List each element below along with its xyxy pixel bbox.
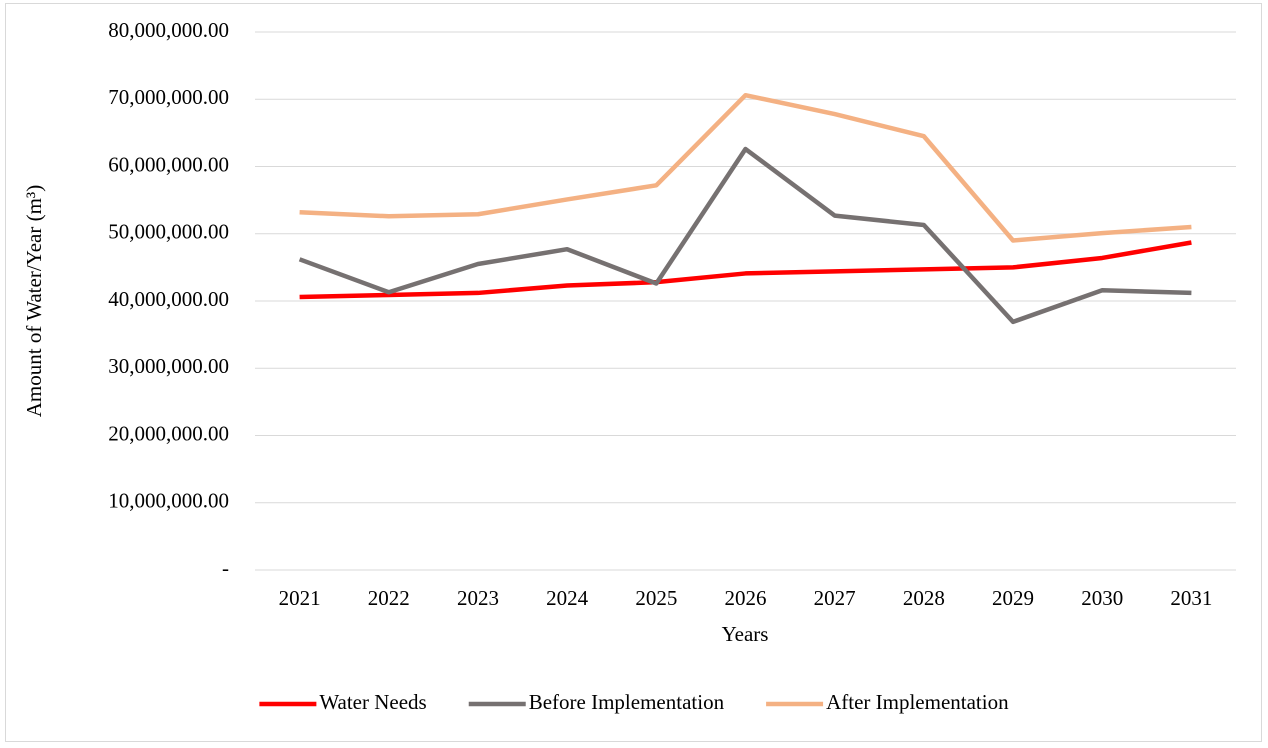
x-tick-label: 2026	[725, 586, 767, 610]
y-tick-label: 80,000,000.00	[108, 18, 229, 42]
y-tick-label: 30,000,000.00	[108, 354, 229, 378]
x-tick-label: 2023	[457, 586, 499, 610]
x-tick-label: 2027	[814, 586, 856, 610]
x-tick-label: 2022	[368, 586, 410, 610]
chart-border	[5, 3, 1262, 742]
x-tick-label: 2021	[279, 586, 321, 610]
x-tick-label: 2030	[1081, 586, 1123, 610]
x-tick-label: 2024	[546, 586, 589, 610]
y-tick-label: 10,000,000.00	[108, 489, 229, 513]
x-axis-label: Years	[722, 622, 769, 646]
series-line	[299, 92, 1192, 243]
x-tick-label: 2031	[1170, 586, 1212, 610]
y-tick-label: -	[222, 556, 229, 580]
x-tick-label: 2029	[992, 586, 1034, 610]
x-tick-label: 2025	[635, 586, 677, 610]
y-tick-label: 50,000,000.00	[108, 220, 229, 244]
x-tick-label: 2028	[903, 586, 945, 610]
y-tick-label: 60,000,000.00	[108, 152, 229, 176]
legend-label: After Implementation	[826, 690, 1009, 714]
y-tick-label: 20,000,000.00	[108, 421, 229, 445]
series-line	[299, 240, 1192, 300]
series-line	[298, 146, 1192, 325]
y-axis-label: Amount of Water/Year (m³)	[22, 185, 46, 417]
y-tick-label: 70,000,000.00	[108, 85, 229, 109]
legend-label: Water Needs	[319, 690, 426, 714]
y-tick-label: 40,000,000.00	[108, 287, 229, 311]
legend-label: Before Implementation	[529, 690, 725, 714]
